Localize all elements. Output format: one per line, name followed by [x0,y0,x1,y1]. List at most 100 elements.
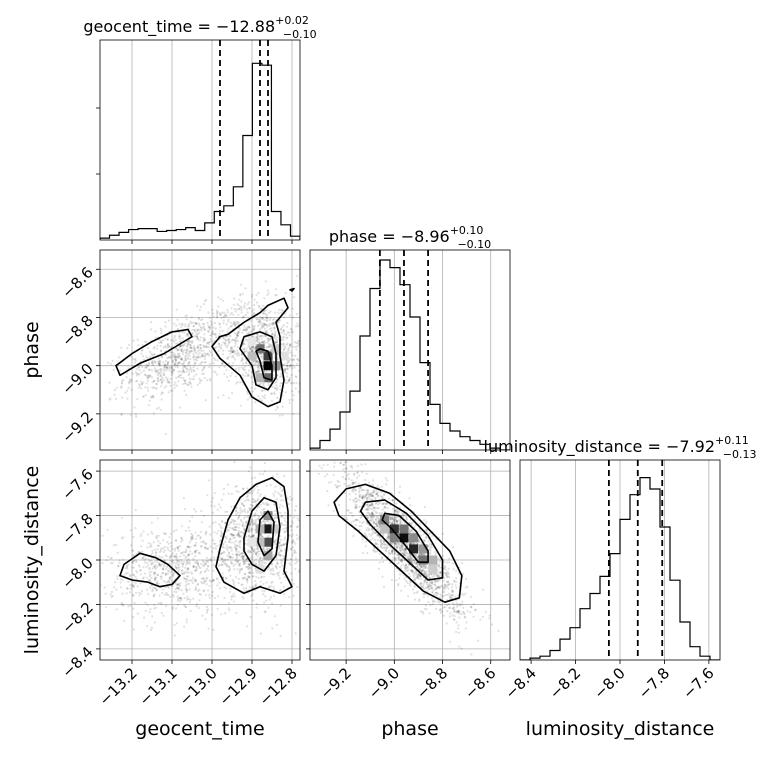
sample-point [206,609,209,612]
sample-point [180,589,183,592]
sample-point [401,560,404,564]
sample-point [232,356,235,359]
sample-point [232,564,235,567]
sample-point [352,490,355,493]
gridlines [345,250,492,450]
sample-point [384,506,387,509]
sample-point [294,567,297,570]
sample-point [433,593,436,597]
sample-point [284,368,287,371]
sample-point [249,551,253,554]
sample-point [233,528,236,532]
sample-point [265,501,268,505]
sample-point [240,535,243,538]
sample-point [253,560,256,563]
sample-point [294,387,297,390]
sample-point [241,555,244,558]
sample-point [303,509,305,511]
sample-point [254,562,257,565]
sample-point [194,588,197,591]
sample-point [276,339,279,342]
sample-point [277,553,280,557]
sample-point [257,395,260,398]
sample-point [430,581,433,585]
sample-point [180,330,183,334]
sample-point [399,549,402,552]
sample-point [274,334,277,337]
sample-point [235,548,238,551]
sample-point [201,564,204,567]
sample-point [274,333,277,336]
sample-point [234,526,237,529]
sample-point [372,549,375,552]
sample-point [237,582,240,585]
sample-point [183,603,186,607]
sample-point [226,344,230,347]
sample-point [246,303,249,306]
sample-point [411,571,414,574]
sample-point [463,611,466,615]
sample-point [265,323,269,326]
sample-point [358,495,361,498]
sample-point [256,499,259,502]
sample-point [373,550,376,553]
sample-point [152,412,155,415]
sample-point [125,376,128,379]
sample-point [208,349,211,352]
sample-point [195,605,198,608]
sample-point [206,560,209,564]
sample-point [383,543,386,546]
sample-point [234,336,237,340]
sample-point [389,516,392,519]
sample-point [251,381,254,384]
sample-point [385,483,388,486]
sample-point [284,379,287,382]
sample-point [234,526,237,529]
sample-point [250,295,253,298]
sample-point [210,613,214,616]
sample-point [384,543,387,546]
sample-point [132,573,135,576]
sample-point [434,553,437,556]
sample-point [145,557,148,560]
sample-point [148,578,152,581]
sample-point [212,578,215,582]
sample-point [243,504,246,507]
sample-point [212,547,215,550]
sample-point [247,568,250,571]
sample-point [195,373,198,376]
sample-point [241,577,244,580]
sample-point [377,518,380,521]
sample-point [150,545,153,548]
sample-point [197,354,200,357]
sample-point [101,562,104,565]
sample-point [169,339,173,342]
sample-point [180,562,183,565]
sample-point [248,575,251,578]
sample-point [195,322,198,325]
sample-point [192,355,195,358]
sample-point [243,326,246,330]
sample-point [183,348,186,352]
sample-point [226,483,230,486]
sample-point [179,597,182,600]
sample-point [439,611,443,615]
sample-point [141,550,144,553]
sample-point [213,357,216,360]
sample-point [193,550,197,553]
sample-point [273,541,276,544]
sample-point [182,343,185,346]
sample-point [215,309,218,312]
sample-point [273,332,277,335]
sample-point [156,517,159,520]
sample-point [247,527,250,531]
sample-point [229,532,232,535]
sample-point [280,311,283,314]
sample-point [199,305,202,308]
sample-point [160,393,163,396]
sample-point [186,332,189,335]
sample-point [164,581,167,584]
sample-point [259,580,262,583]
sample-point [293,516,296,519]
sample-point [406,556,410,559]
